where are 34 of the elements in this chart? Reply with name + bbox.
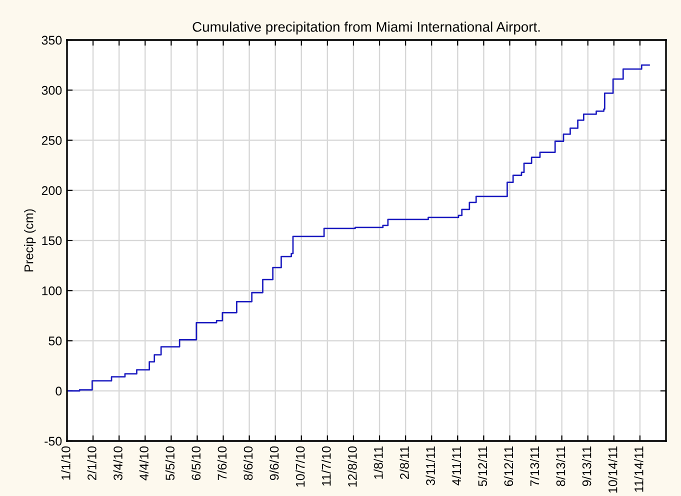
x-tick-label: 2/8/11	[400, 446, 409, 480]
x-tick-label: 3/11/11	[426, 446, 435, 486]
x-tick-label: 5/5/10	[165, 446, 175, 480]
y-tick-label: 50	[48, 336, 62, 346]
y-tick-label: 350	[42, 36, 62, 45]
y-tick-label: 100	[42, 286, 62, 296]
x-tick-label: 10/14/11	[608, 446, 618, 493]
x-tick-label: 7/6/10	[217, 446, 227, 480]
y-tick-label: 250	[42, 136, 62, 145]
x-tick-label: 11/14/11	[634, 446, 644, 492]
x-tick-label: 6/12/11	[504, 446, 514, 486]
x-tick-label: 4/4/10	[139, 446, 148, 480]
y-tick-label: 300	[42, 86, 62, 95]
y-tick-label: 200	[42, 186, 62, 196]
x-tick-label: 9/6/10	[270, 446, 279, 480]
y-tick-label: -50	[44, 436, 62, 446]
x-tick-label: 1/1/10	[61, 446, 70, 480]
x-tick-label: 2/1/10	[87, 446, 96, 480]
x-tick-label: 6/5/10	[191, 446, 201, 480]
x-tick-label: 7/13/11	[530, 446, 540, 486]
x-tick-label: 3/4/10	[113, 446, 122, 480]
x-tick-label: 5/12/11	[478, 446, 488, 486]
x-tick-label: 4/11/11	[452, 446, 462, 486]
chart-title: Cumulative precipitation from Miami International Airport.	[192, 22, 540, 35]
y-tick-label: 150	[42, 236, 62, 246]
x-tick-label: 10/7/10	[296, 446, 305, 487]
y-tick-label: 0	[56, 386, 62, 396]
x-tick-label: 8/6/10	[243, 446, 253, 480]
x-tick-label: 11/7/10	[322, 446, 331, 486]
x-tick-label: 9/13/11	[582, 446, 592, 486]
x-tick-label: 8/13/11	[556, 446, 566, 486]
x-tick-label: 1/8/11	[374, 446, 383, 479]
y-axis-title: Precip (cm)	[24, 209, 36, 272]
x-tick-label: 12/8/10	[348, 446, 357, 487]
